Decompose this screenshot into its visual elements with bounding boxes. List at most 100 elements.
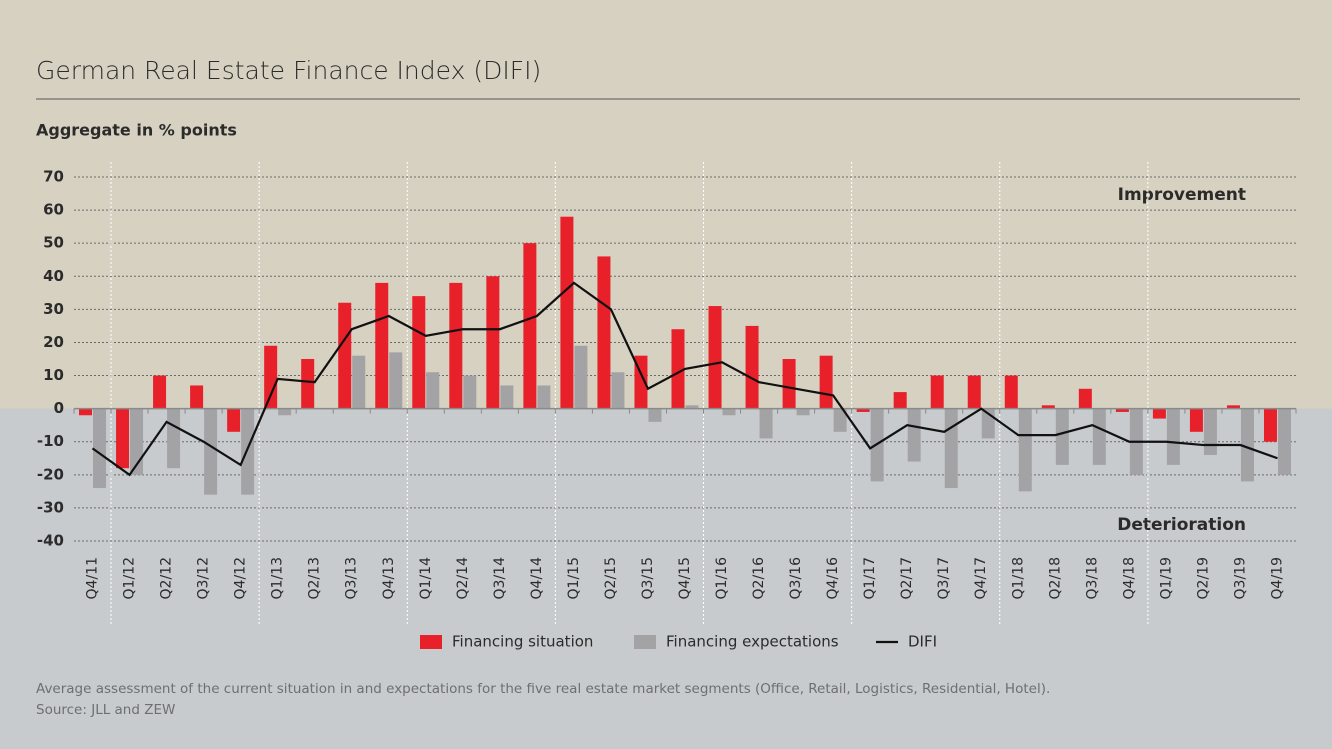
y-tick-label: -40 (37, 532, 64, 550)
x-tick-label: Q3/17 (936, 557, 952, 599)
bar (1055, 408, 1069, 465)
x-tick-label: Q4/17 (973, 557, 989, 599)
bar (190, 385, 204, 409)
bar (1041, 405, 1055, 409)
bar (167, 408, 181, 469)
y-tick-label: -10 (37, 432, 64, 450)
legend-swatch (420, 635, 442, 649)
x-tick-label: Q1/12 (122, 557, 138, 599)
bar (153, 375, 167, 409)
x-tick-label: Q3/18 (1084, 557, 1100, 599)
annotation: Deterioration (1117, 515, 1246, 535)
bar (708, 306, 722, 409)
bar (1152, 408, 1166, 419)
bar (1263, 408, 1277, 442)
subtitle: Aggregate in % points (36, 121, 237, 140)
x-tick-label: Q1/14 (418, 557, 434, 600)
x-tick-label: Q4/19 (1269, 557, 1285, 599)
annotation: Improvement (1118, 185, 1246, 205)
x-tick-label: Q1/17 (862, 557, 878, 599)
bar (833, 408, 847, 432)
bar (819, 355, 833, 409)
y-tick-label: 10 (43, 366, 64, 384)
bar (523, 243, 537, 409)
bar (560, 216, 574, 409)
x-tick-label: Q1/18 (1010, 557, 1026, 599)
y-tick-label: 70 (43, 168, 64, 186)
legend-label: DIFI (908, 633, 937, 651)
bar (967, 375, 981, 409)
bar (685, 405, 699, 409)
bar (611, 372, 625, 409)
bar (856, 408, 870, 412)
x-tick-label: Q4/16 (825, 557, 841, 600)
x-tick-label: Q3/15 (640, 557, 656, 599)
x-tick-label: Q2/15 (603, 557, 619, 599)
x-tick-label: Q1/13 (270, 557, 286, 599)
legend-swatch (634, 635, 656, 649)
bar (352, 355, 366, 409)
bar (648, 408, 662, 422)
chart-title: German Real Estate Finance Index (DIFI) (36, 56, 541, 85)
bar (1240, 408, 1254, 482)
footnote: Average assessment of the current situat… (36, 681, 1050, 697)
x-tick-label: Q2/13 (307, 557, 323, 599)
bar (930, 375, 944, 409)
bar (907, 408, 921, 462)
bar (426, 372, 440, 409)
x-tick-label: Q2/14 (455, 557, 471, 600)
bar (301, 359, 315, 409)
y-tick-label: -30 (37, 498, 64, 516)
y-tick-label: 50 (43, 234, 64, 252)
bar (574, 345, 588, 409)
x-tick-label: Q2/19 (1195, 557, 1211, 599)
bar (278, 408, 292, 416)
bar (338, 302, 352, 409)
bar (463, 375, 477, 409)
bar (1203, 408, 1217, 455)
x-tick-label: Q3/14 (492, 557, 508, 600)
legend-label: Financing situation (452, 633, 593, 651)
bar (745, 325, 759, 409)
y-tick-label: 40 (43, 267, 64, 285)
x-tick-label: Q3/16 (788, 557, 804, 600)
bar (1004, 375, 1018, 409)
x-tick-label: Q3/12 (196, 557, 212, 599)
x-tick-label: Q1/15 (566, 557, 582, 599)
bar (227, 408, 241, 432)
line (91, 281, 1278, 477)
y-tick-label: -20 (37, 465, 64, 483)
legend-label: Financing expectations (666, 633, 839, 651)
bar (782, 359, 796, 409)
bar (1078, 388, 1092, 409)
bar (597, 256, 611, 409)
x-tick-label: Q2/16 (751, 557, 767, 600)
background-top (0, 0, 1332, 409)
source: Source: JLL and ZEW (36, 702, 175, 718)
bar (116, 408, 130, 469)
x-tick-label: Q2/17 (899, 557, 915, 599)
bar (1226, 405, 1240, 409)
x-tick-label: Q4/14 (529, 557, 545, 600)
x-tick-label: Q4/15 (677, 557, 693, 599)
bar (241, 408, 255, 495)
x-tick-label: Q1/19 (1158, 557, 1174, 599)
bar (759, 408, 773, 439)
bar (796, 408, 810, 416)
bar (944, 408, 958, 489)
bar (722, 408, 736, 416)
bar (1092, 408, 1106, 465)
bar (449, 282, 463, 409)
bar (93, 408, 107, 489)
y-tick-label: 0 (54, 399, 64, 417)
x-tick-label: Q4/18 (1121, 557, 1137, 599)
x-tick-label: Q3/13 (344, 557, 360, 599)
bar (500, 385, 514, 409)
bar (486, 276, 500, 409)
x-tick-label: Q4/11 (85, 557, 101, 599)
bar (79, 408, 93, 416)
bar (1166, 408, 1180, 465)
y-tick-label: 30 (43, 300, 64, 318)
